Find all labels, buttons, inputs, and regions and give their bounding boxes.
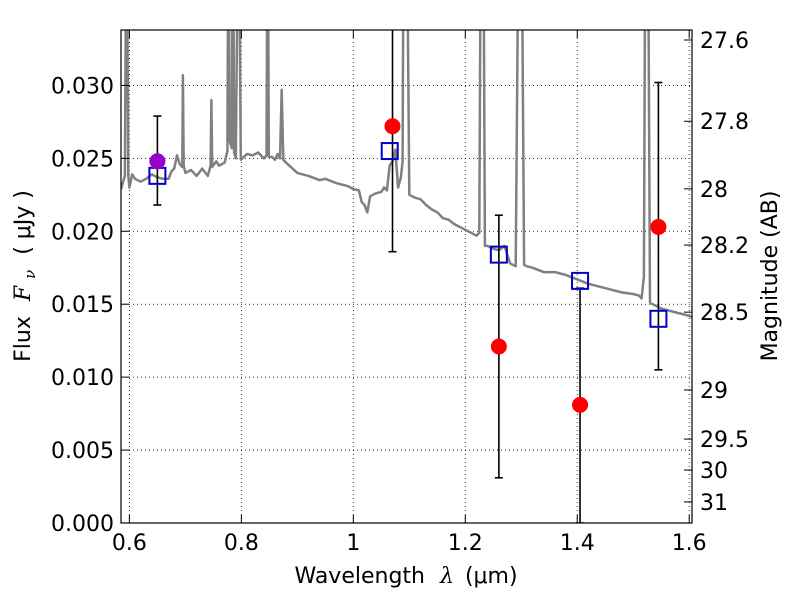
- x-tick-label: 1.6: [672, 531, 707, 556]
- y-tick-label: 0.015: [51, 293, 114, 318]
- x-tick-label: 0.8: [224, 531, 259, 556]
- plot-frame: [120, 29, 693, 524]
- y2-tick-label: 28.5: [700, 301, 749, 326]
- observed-layer: [149, 118, 667, 413]
- y-axis-label: Flux F ν ( μJy ): [11, 190, 41, 362]
- synthetic-photometry-point: [649, 309, 668, 328]
- model-layer: [121, 30, 692, 319]
- y2-tick-label: 28: [700, 178, 728, 203]
- y2-tick-label: 31: [700, 491, 728, 516]
- observed-photometry-point: [572, 396, 589, 413]
- observed-photometry-point: [490, 338, 507, 355]
- y2-tick-label: 28.2: [700, 234, 749, 259]
- y-tick-label: 0.020: [51, 220, 114, 245]
- y2-tick-label: 27.6: [700, 29, 749, 54]
- grid: [121, 30, 692, 524]
- y-tick-label: 0.010: [51, 366, 114, 391]
- synthetic-photometry-point: [571, 271, 590, 290]
- model-spectrum-line: [121, 30, 692, 319]
- synthetic-photometry-point: [489, 245, 508, 264]
- y2-tick-label: 27.8: [700, 110, 749, 135]
- x-tick-label: 1.2: [448, 531, 483, 556]
- y2-tick-label: 29: [700, 379, 728, 404]
- x-tick-label: 1.4: [560, 531, 595, 556]
- synthetic-photometry-point: [380, 142, 399, 161]
- observed-photometry-point: [149, 153, 166, 170]
- y-tick-label: 0.000: [51, 512, 114, 537]
- ticks: 0.6 0.8 1 1.2 1.4 1.6 0.000 0.005 0.010 0.015 0.02…: [51, 29, 749, 556]
- y-tick-label: 0.005: [51, 439, 114, 464]
- x-tick-label: 1: [346, 531, 360, 556]
- y-tick-label: 0.030: [51, 74, 114, 99]
- observed-photometry-point: [384, 118, 401, 135]
- y2-tick-label: 29.5: [700, 428, 749, 453]
- y-tick-label: 0.025: [51, 147, 114, 172]
- x-tick-label: 0.6: [112, 531, 147, 556]
- observed-photometry-point: [650, 218, 667, 235]
- y2-axis-label: Magnitude (AB): [758, 191, 783, 362]
- x-axis-label: Wavelength λ (μm): [294, 564, 517, 589]
- y2-tick-label: 30: [700, 459, 728, 484]
